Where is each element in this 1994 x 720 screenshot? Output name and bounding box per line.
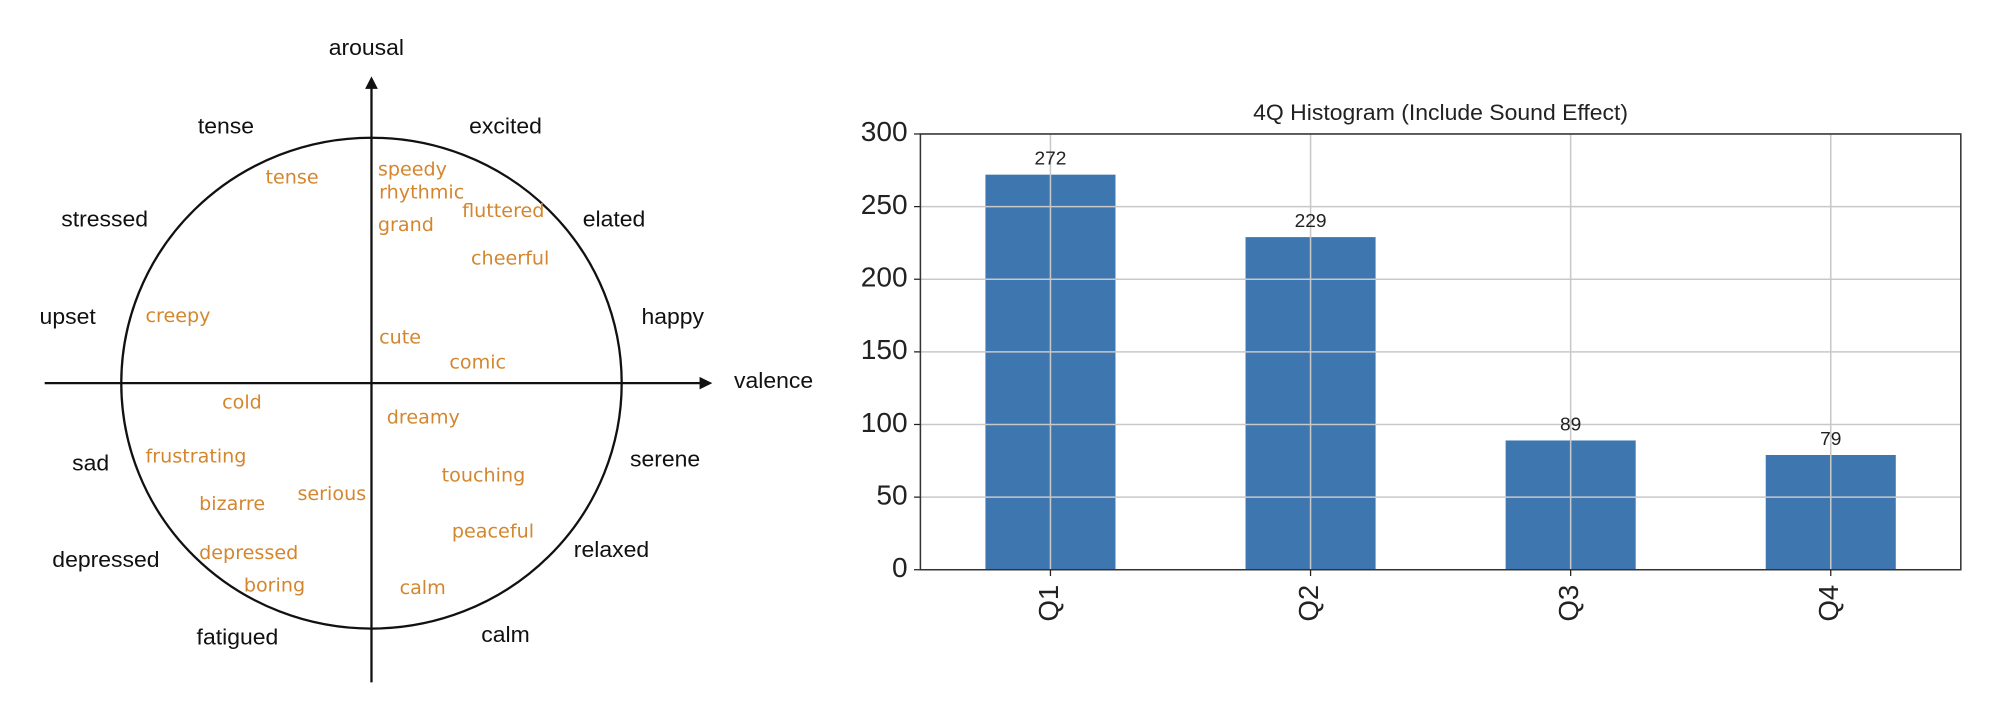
emotion-label: depressed <box>52 546 159 572</box>
emotion-label: excited <box>469 113 542 139</box>
y-tick-label: 250 <box>861 189 908 220</box>
music-label: fluttered <box>462 200 544 222</box>
y-tick-label: 200 <box>861 262 908 293</box>
emotion-label: happy <box>641 303 704 329</box>
y-tick-label: 0 <box>892 552 908 583</box>
emotion-label: elated <box>583 206 646 232</box>
music-label: creepy <box>146 305 211 327</box>
value-label: 272 <box>1034 149 1066 170</box>
arrow-head <box>365 76 378 89</box>
arrow-head <box>699 376 713 390</box>
bars <box>985 174 1896 570</box>
value-label: 89 <box>1560 415 1581 436</box>
chart-title: 4Q Histogram (Include Sound Effect) <box>1253 99 1628 125</box>
music-label: dreamy <box>387 407 460 429</box>
music-label: cold <box>222 392 262 414</box>
y-tick-label: 100 <box>861 407 908 438</box>
bar-chart: 4Q Histogram (Include Sound Effect) 0 50 10… <box>861 99 1962 622</box>
music-label: speedy <box>378 159 447 181</box>
emotion-label: serene <box>630 446 700 472</box>
y-tick-label: 150 <box>861 334 908 365</box>
music-label: grand <box>378 214 434 236</box>
x-tick-label: Q3 <box>1553 585 1584 622</box>
music-label: depressed <box>199 542 298 564</box>
x-tick-label: Q4 <box>1813 585 1844 622</box>
music-label: serious <box>297 483 366 505</box>
value-label: 229 <box>1295 211 1327 232</box>
music-label: comic <box>449 352 506 374</box>
plot-frame <box>919 133 1962 571</box>
emotion-label: stressed <box>61 206 148 232</box>
music-label: frustrating <box>146 446 247 468</box>
emotion-label: calm <box>481 621 530 647</box>
music-label: bizarre <box>199 493 265 515</box>
value-label: 79 <box>1820 429 1841 450</box>
emotion-label: tense <box>198 113 254 139</box>
music-label: tense <box>266 166 319 188</box>
music-label: peaceful <box>452 521 534 543</box>
x-tick-label: Q1 <box>1033 585 1064 622</box>
emotion-label: fatigued <box>197 624 279 650</box>
arousal-label: arousal <box>329 34 404 60</box>
circumplex-diagram: arousal valence <box>44 34 813 683</box>
emotion-label: sad <box>72 450 109 476</box>
emotion-label: upset <box>40 303 97 329</box>
music-label: rhythmic <box>379 181 464 203</box>
x-tick-label: Q2 <box>1293 585 1324 622</box>
valence-label: valence <box>734 367 813 393</box>
music-label: cheerful <box>471 248 549 270</box>
emotion-label: relaxed <box>574 536 649 562</box>
y-tick-label: 50 <box>876 480 907 511</box>
music-label: calm <box>400 577 446 599</box>
music-label: boring <box>244 575 305 597</box>
music-label: touching <box>442 464 526 486</box>
music-label: cute <box>379 327 421 349</box>
y-tick-label: 300 <box>861 116 908 147</box>
